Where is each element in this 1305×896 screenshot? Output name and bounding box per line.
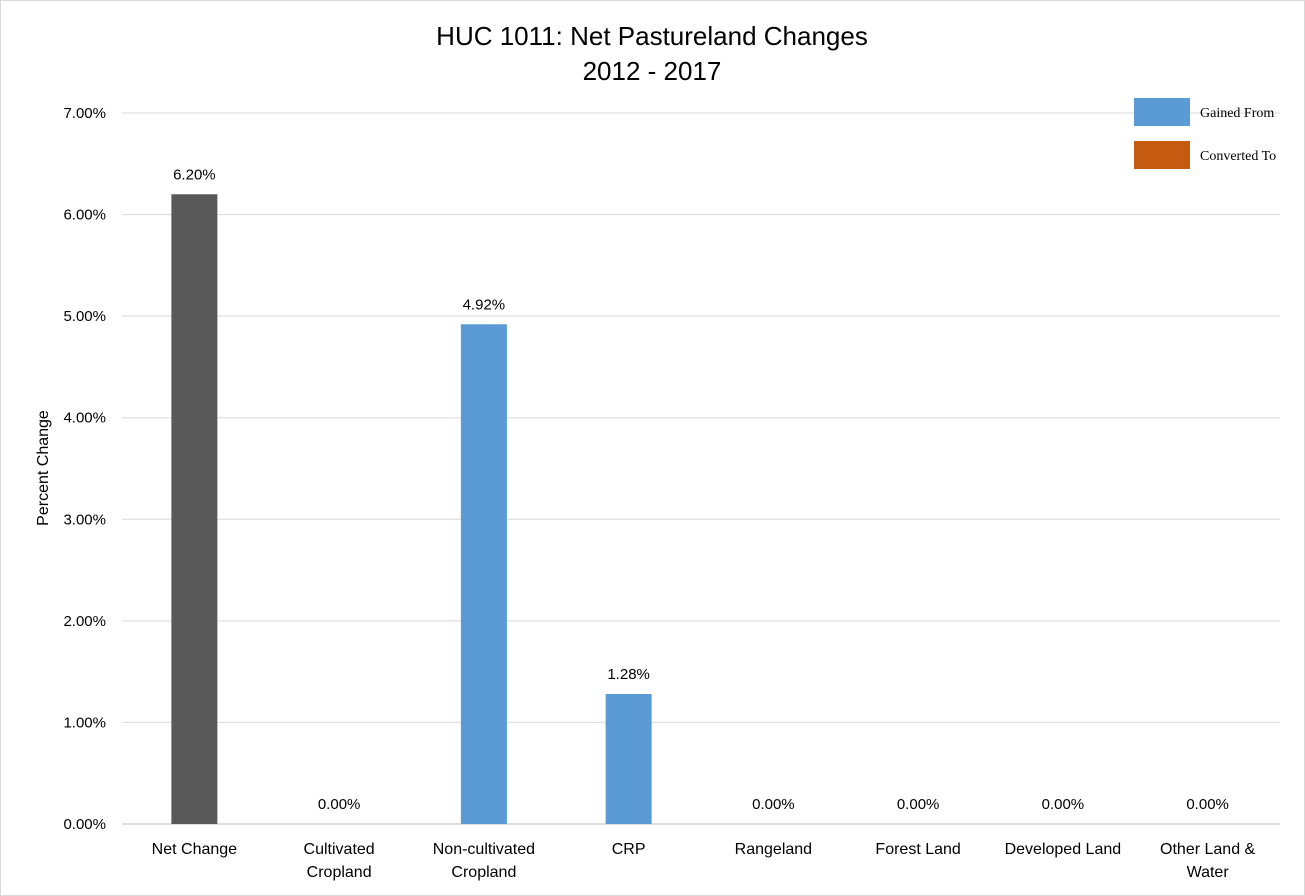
y-tick-label: 3.00% xyxy=(63,511,106,528)
chart-title: HUC 1011: Net Pastureland Changes xyxy=(436,21,868,51)
x-category-label: Cropland xyxy=(451,864,516,881)
x-category-label: Cropland xyxy=(307,864,372,881)
bars xyxy=(171,194,652,824)
bar xyxy=(171,194,218,824)
legend-label: Converted To xyxy=(1200,149,1276,164)
x-category-label: Developed Land xyxy=(1005,841,1122,858)
data-label: 4.92% xyxy=(463,296,506,313)
gridlines xyxy=(122,112,1280,825)
y-tick-label: 4.00% xyxy=(63,410,106,427)
legend-swatch xyxy=(1134,98,1190,126)
data-labels: 6.20% 0.00% 4.92% 1.28% 0.00% 0.00% 0.00% 0.00% xyxy=(173,166,1229,813)
y-tick-label: 0.00% xyxy=(63,816,106,833)
y-tick-label: 5.00% xyxy=(63,308,106,325)
x-axis-categories: Net Change Cultivated Cropland Non-cultivat… xyxy=(152,841,1256,881)
x-category-label: Cultivated xyxy=(304,841,375,858)
y-tick-label: 1.00% xyxy=(63,714,106,731)
legend: Gained From Converted To xyxy=(1134,98,1276,169)
data-label: 0.00% xyxy=(318,796,361,813)
bar xyxy=(460,324,507,824)
data-label: 6.20% xyxy=(173,166,216,183)
legend-label: Gained From xyxy=(1200,106,1274,121)
data-label: 0.00% xyxy=(1042,796,1085,813)
data-label: 0.00% xyxy=(1186,796,1229,813)
y-axis-label: Percent Change xyxy=(35,410,52,526)
bar xyxy=(605,693,652,824)
x-category-label: Non-cultivated xyxy=(433,841,535,858)
x-category-label: Water xyxy=(1187,864,1230,881)
data-label: 0.00% xyxy=(897,796,940,813)
data-label: 0.00% xyxy=(752,796,795,813)
x-category-label: Forest Land xyxy=(875,841,960,858)
data-label: 1.28% xyxy=(607,666,650,683)
y-tick-label: 7.00% xyxy=(63,105,106,122)
y-tick-label: 6.00% xyxy=(63,207,106,224)
x-category-label: CRP xyxy=(612,841,646,858)
legend-swatch xyxy=(1134,141,1190,169)
y-tick-label: 2.00% xyxy=(63,613,106,630)
chart-subtitle: 2012 - 2017 xyxy=(583,56,722,86)
y-axis-ticks: 0.00% 1.00% 2.00% 3.00% 4.00% 5.00% 6.00% 7.00% xyxy=(63,105,106,833)
x-category-label: Net Change xyxy=(152,841,237,858)
x-category-label: Other Land & xyxy=(1160,841,1256,858)
x-category-label: Rangeland xyxy=(735,841,812,858)
